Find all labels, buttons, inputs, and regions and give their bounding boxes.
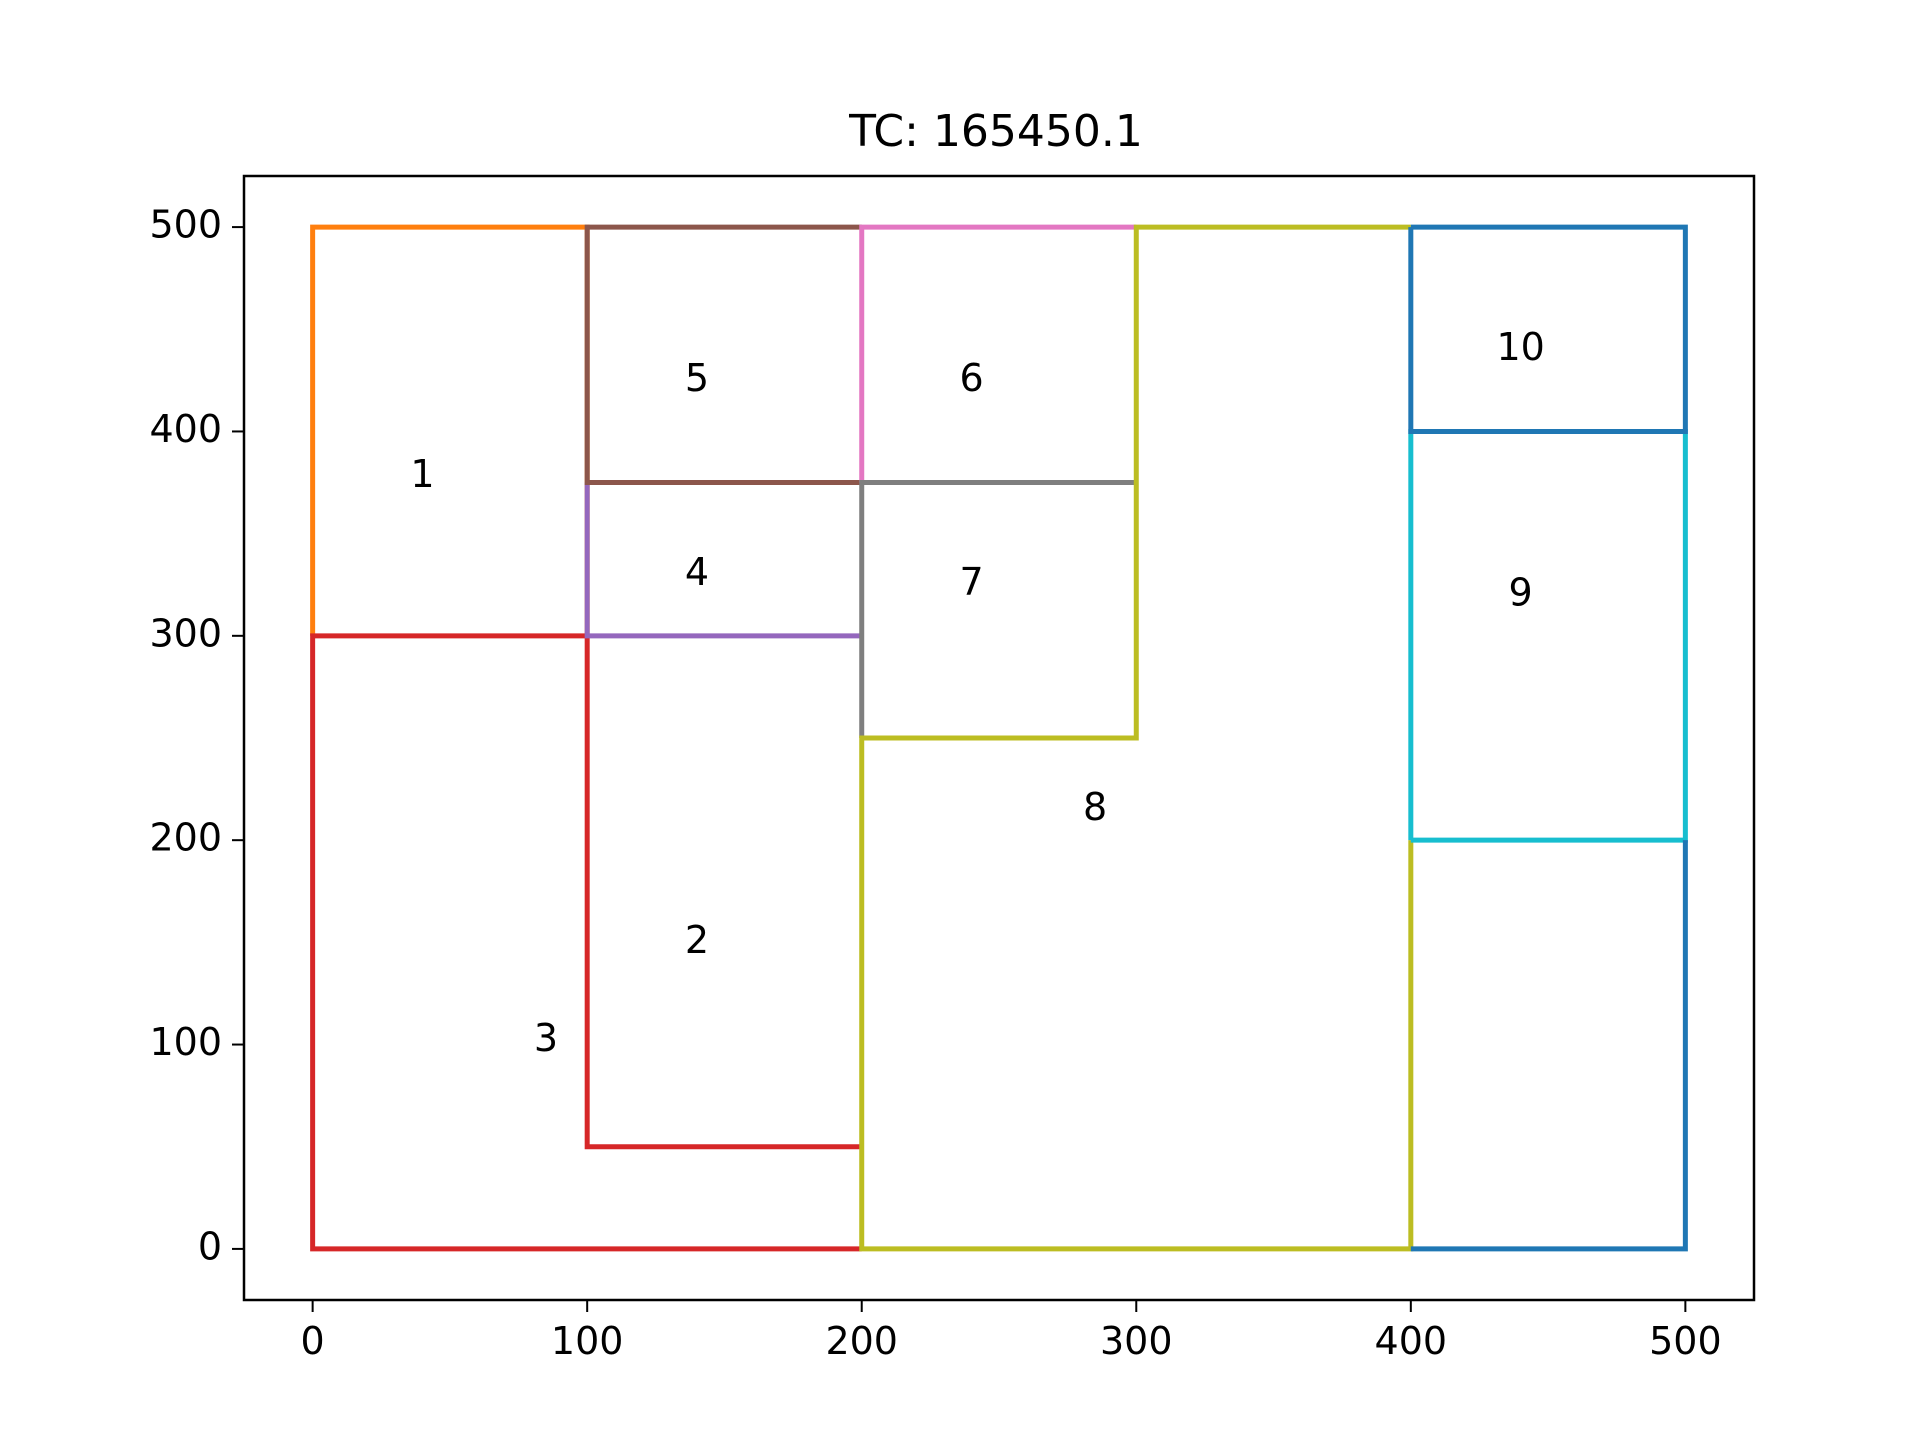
area-outline-extra bbox=[1410, 840, 1688, 1252]
area-outline-4 bbox=[584, 482, 862, 639]
area-label-8: 8 bbox=[1083, 785, 1107, 829]
x-tick-label: 200 bbox=[825, 1319, 898, 1363]
area-outlines bbox=[310, 224, 1688, 1252]
area-outline-3 bbox=[310, 633, 862, 1252]
y-tick-label: 0 bbox=[198, 1224, 222, 1268]
area-label-9: 9 bbox=[1509, 570, 1533, 614]
area-label-7: 7 bbox=[959, 560, 983, 604]
y-axis: 0 100 200 300 400 500 bbox=[149, 203, 244, 1268]
area-outline-10 bbox=[1408, 224, 1688, 434]
area-outline-7 bbox=[859, 480, 1137, 738]
area-label-4: 4 bbox=[685, 550, 709, 594]
x-tick-label: 500 bbox=[1649, 1319, 1722, 1363]
area-label-5: 5 bbox=[685, 356, 709, 400]
x-tick-label: 400 bbox=[1375, 1319, 1448, 1363]
y-tick-label: 400 bbox=[149, 407, 222, 451]
area-outline-1 bbox=[310, 224, 590, 636]
area-label-10: 10 bbox=[1496, 325, 1544, 369]
area-labels: 1 2 3 4 5 6 7 8 9 10 bbox=[410, 325, 1544, 1060]
x-tick-label: 100 bbox=[551, 1319, 624, 1363]
area-outline-2 bbox=[584, 635, 862, 1150]
plot-area-frame bbox=[242, 174, 1756, 1302]
chart-title: TC: 165450.1 bbox=[848, 106, 1143, 157]
area-label-2: 2 bbox=[685, 918, 709, 962]
area-outline-9 bbox=[1408, 428, 1688, 843]
x-tick-label: 300 bbox=[1100, 1319, 1173, 1363]
y-tick-label: 300 bbox=[149, 611, 222, 655]
x-tick-label: 0 bbox=[301, 1319, 325, 1363]
area-label-3: 3 bbox=[534, 1016, 558, 1060]
x-axis: 0 100 200 300 400 500 bbox=[301, 1300, 1722, 1363]
y-tick-label: 200 bbox=[149, 816, 222, 860]
y-tick-label: 100 bbox=[149, 1020, 222, 1064]
area-label-6: 6 bbox=[959, 356, 983, 400]
y-tick-label: 500 bbox=[149, 203, 222, 247]
area-outline-6 bbox=[859, 224, 1137, 483]
area-outline-5 bbox=[584, 224, 862, 486]
area-label-1: 1 bbox=[410, 452, 434, 496]
area-outline-8 bbox=[859, 224, 1414, 1252]
